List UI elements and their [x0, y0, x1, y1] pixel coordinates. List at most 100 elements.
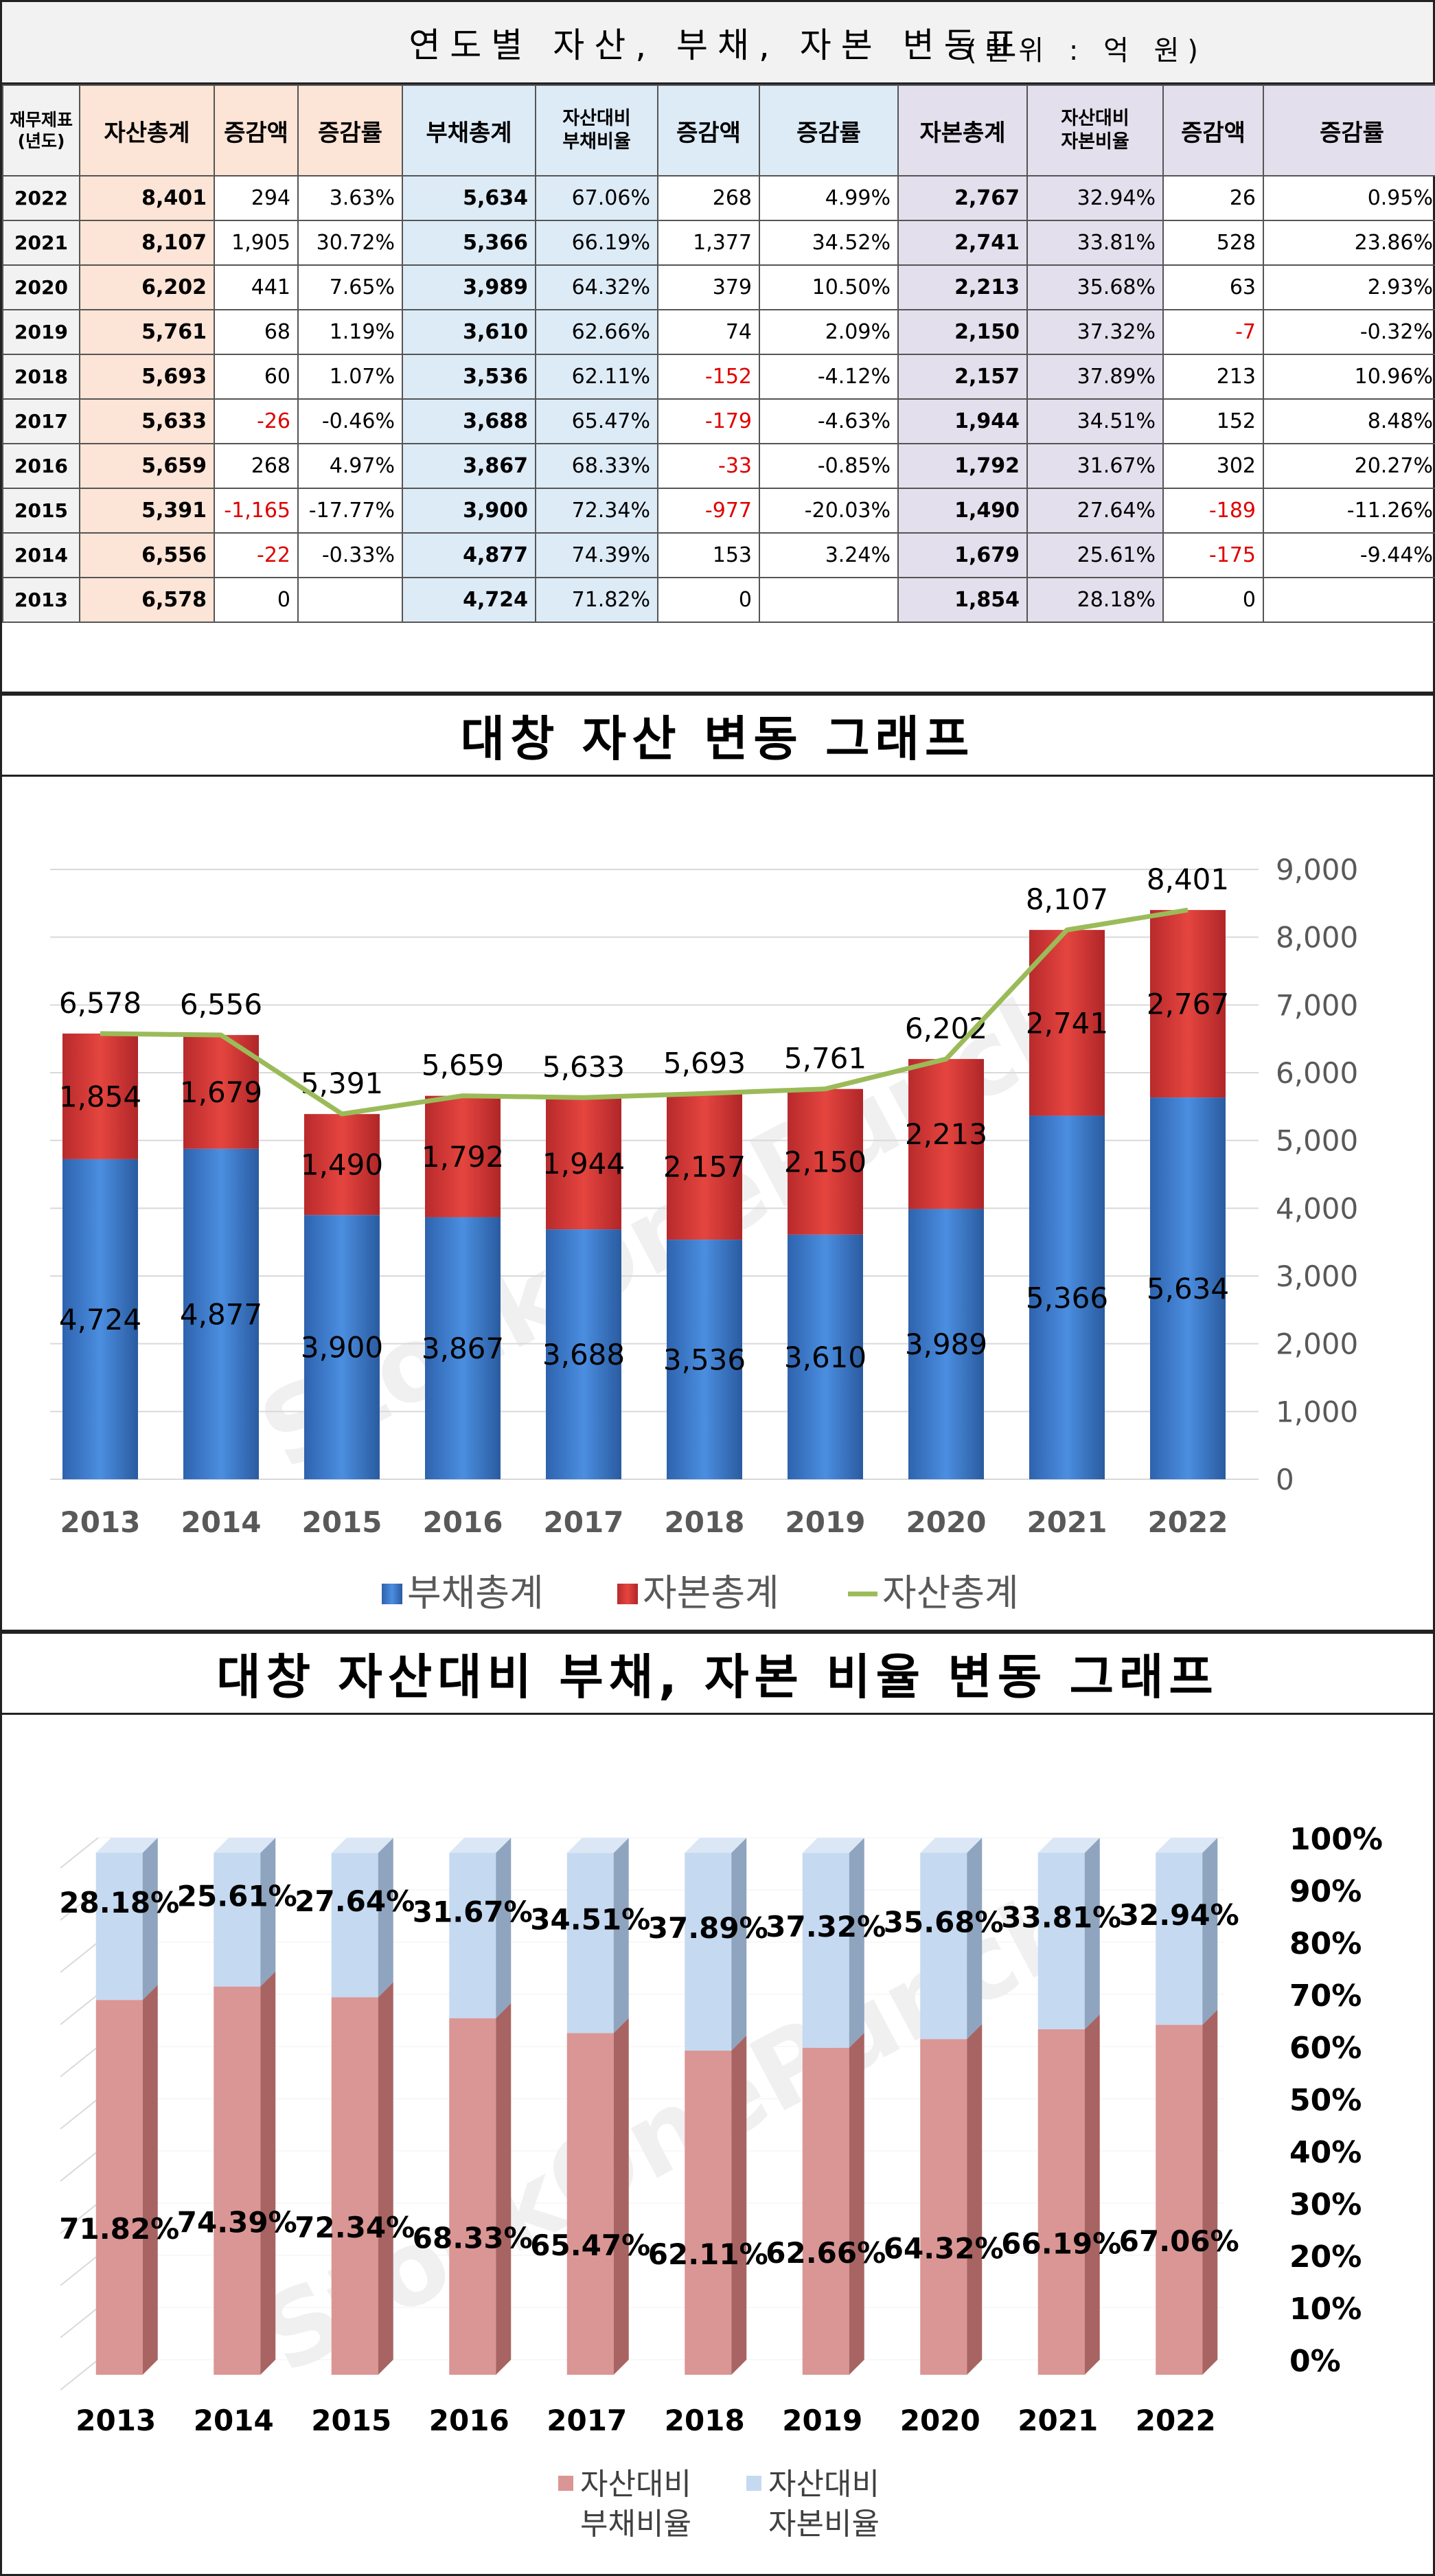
header-asset-rate: 증감률	[297, 84, 403, 176]
bar-equity-ratio-2017	[566, 1853, 614, 2033]
table-title: 연도별 자산, 부채, 자본 변동표	[409, 25, 1026, 65]
cell-equity-total: 1,944	[897, 398, 1028, 444]
x-tick-label: 2015	[311, 2404, 391, 2437]
bar-equity-ratio-2018	[685, 1853, 732, 2051]
cell-asset-change: 0	[214, 577, 299, 623]
cell-debt-total: 5,634	[402, 175, 536, 221]
bar-equity-ratio-side	[142, 1838, 158, 2001]
y-tick-label: 90%	[1289, 1874, 1362, 1909]
bar-debt-ratio-side	[1084, 2014, 1100, 2375]
x-tick-label: 2021	[1018, 2404, 1098, 2437]
bar-top-cap	[1037, 1838, 1100, 1853]
table-row: 2020 6,202 441 7.65% 3,989 64.32% 379 10.50% 2,2…	[2, 264, 1435, 310]
cell-asset-total: 8,401	[79, 175, 215, 221]
data-label-debt-ratio: 65.47%	[530, 2229, 650, 2262]
bar-debt-ratio-2021	[1037, 2029, 1085, 2375]
bar-debt-ratio-side	[613, 2018, 629, 2375]
cell-asset-change: 1,905	[214, 220, 299, 266]
cell-equity-total: 1,792	[897, 443, 1028, 489]
cell-equity-ratio: 25.61%	[1026, 532, 1164, 578]
y-tick-label: 5,000	[1276, 1124, 1358, 1158]
cell-equity-ratio: 37.32%	[1026, 309, 1164, 355]
bar-equity-ratio-side	[849, 1838, 864, 2048]
cell-asset-total: 6,578	[79, 577, 215, 623]
data-label-debt-ratio: 64.32%	[884, 2232, 1004, 2266]
cell-asset-total: 8,107	[79, 220, 215, 266]
cell-debt-total: 3,867	[402, 443, 536, 489]
cell-asset-change: -1,165	[214, 488, 299, 534]
cell-debt-change: -33	[657, 443, 760, 489]
cell-debt-total: 4,877	[402, 532, 536, 578]
data-label-equity: 2,767	[1147, 988, 1229, 1021]
cell-asset-rate: -17.77%	[297, 488, 403, 534]
bar-equity-2013	[62, 1033, 138, 1159]
cell-debt-ratio: 64.32%	[535, 264, 658, 310]
data-label-equity-ratio: 35.68%	[884, 1906, 1004, 1939]
data-label-equity: 2,213	[905, 1117, 987, 1151]
bar-debt-ratio-side	[967, 2024, 983, 2375]
data-label-equity-ratio: 25.61%	[177, 1879, 297, 1913]
bar-top-cap	[449, 1838, 512, 1853]
data-label-debt-ratio: 62.11%	[648, 2237, 768, 2271]
cell-equity-ratio: 37.89%	[1026, 354, 1164, 400]
x-tick-label: 2019	[785, 1505, 866, 1539]
cell-asset-change: 441	[214, 264, 299, 310]
bar-equity-ratio-2013	[95, 1853, 143, 2001]
bar-debt-2016	[425, 1217, 501, 1479]
data-label-equity-ratio: 32.94%	[1119, 1898, 1239, 1932]
legend-label-equity-ratio: 자산대비 자본비율	[768, 2467, 880, 2542]
financial-table: 재무제표 (년도) 자산총계 증감액 증감률 부채총계 자산대비 부채비율 증감…	[2, 84, 1435, 623]
cell-equity-change: 0	[1162, 577, 1264, 623]
bar-equity-2019	[788, 1088, 863, 1235]
cell-debt-change: 379	[657, 264, 760, 310]
bar-debt-ratio-2014	[214, 1986, 261, 2375]
bar-top-cap	[802, 1838, 864, 1854]
cell-year: 2021	[2, 220, 80, 266]
cell-debt-rate: -4.12%	[759, 354, 899, 400]
cell-equity-change: 528	[1162, 220, 1264, 266]
data-label-equity-ratio: 27.64%	[295, 1884, 415, 1918]
table-row: 2014 6,556 -22 -0.33% 4,877 74.39% 153 3.24% 1,6…	[2, 532, 1435, 578]
legend-swatch-equity-ratio	[746, 2476, 761, 2491]
cell-equity-rate: -0.32%	[1263, 309, 1435, 355]
header-debt-change: 증감액	[657, 84, 760, 176]
table-row: 2016 5,659 268 4.97% 3,867 68.33% -33 -0.85% 1,7…	[2, 443, 1435, 489]
data-label-debt: 3,900	[301, 1331, 383, 1365]
data-label-debt: 3,688	[542, 1338, 625, 1371]
data-label-equity: 1,490	[301, 1148, 383, 1182]
bar-debt-2017	[546, 1229, 621, 1479]
legend-swatch-equity	[617, 1584, 638, 1604]
bar-debt-ratio-2020	[920, 2039, 967, 2375]
x-tick-label: 2015	[302, 1505, 382, 1539]
header-equity-ratio: 자산대비 자본비율	[1026, 84, 1164, 176]
cell-asset-total: 6,556	[79, 532, 215, 578]
x-tick-label: 2017	[547, 2404, 627, 2437]
cell-debt-change: 0	[657, 577, 760, 623]
data-label-total: 6,556	[180, 988, 262, 1021]
cell-debt-total: 3,688	[402, 398, 536, 444]
cell-equity-total: 2,213	[897, 264, 1028, 310]
cell-equity-total: 2,767	[897, 175, 1028, 221]
chart1-title-bar: 대창 자산 변동 그래프	[2, 696, 1433, 777]
cell-asset-total: 5,693	[79, 354, 215, 400]
data-label-total: 5,761	[784, 1042, 866, 1075]
data-label-total: 5,659	[422, 1049, 504, 1082]
bar-equity-ratio-side	[967, 1838, 983, 2040]
y-tick-label: 70%	[1289, 1979, 1362, 2014]
x-tick-label: 2018	[665, 1505, 745, 1539]
data-label-equity: 1,854	[59, 1080, 141, 1113]
cell-equity-ratio: 32.94%	[1026, 175, 1164, 221]
y-tick-label: 6,000	[1276, 1056, 1358, 1090]
chart2-title-bar: 대창 자산대비 부채, 자본 비율 변동 그래프	[2, 1634, 1433, 1715]
cell-equity-rate: 20.27%	[1263, 443, 1435, 489]
cell-asset-change: 68	[214, 309, 299, 355]
table-row: 2021 8,107 1,905 30.72% 5,366 66.19% 1,377 34.5…	[2, 220, 1435, 266]
cell-asset-rate	[297, 577, 403, 623]
cell-asset-change: 60	[214, 354, 299, 400]
data-label-total: 5,633	[542, 1050, 625, 1084]
bar-equity-2015	[304, 1114, 380, 1216]
bar-equity-ratio-2019	[802, 1853, 849, 2048]
gridline	[60, 1837, 99, 1869]
y-tick-label: 10%	[1289, 2292, 1362, 2327]
gridline	[60, 1889, 99, 1921]
